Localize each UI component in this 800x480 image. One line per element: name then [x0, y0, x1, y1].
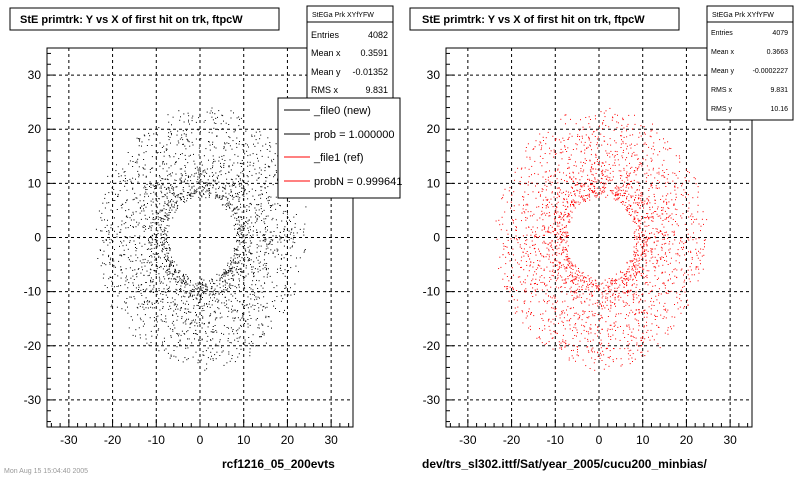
right-xtick-label-6: 30 [723, 433, 737, 447]
legend-box: _file0 (new) prob = 1.000000 _file1 (ref… [277, 97, 402, 199]
right-ytick-label-5: 20 [427, 122, 441, 136]
right-ytick-label-3: 0 [433, 231, 440, 245]
right-stats-label-3: RMS x [711, 87, 733, 94]
left-ytick-label-6: 30 [28, 68, 42, 82]
right-axis-ticks: -30 -20 -10 0 10 20 30 -30 -20 -10 0 10 20 30 [423, 52, 749, 447]
left-pad: StE primtrk: Y vs X of first hit on trk,… [4, 5, 402, 475]
left-stats-label-0: Entries [311, 30, 340, 40]
left-scatter-points [95, 107, 307, 371]
left-stats-value-1: 0.3591 [360, 48, 388, 58]
left-title: StE primtrk: Y vs X of first hit on trk,… [20, 14, 243, 26]
left-ytick-label-1: -20 [24, 339, 42, 353]
legend-entry-0: _file0 (new) [313, 105, 371, 117]
right-ytick-label-6: 30 [427, 68, 441, 82]
legend-entry-3: probN = 0.999641 [314, 176, 402, 188]
legend-entry-1: prob = 1.000000 [314, 129, 394, 141]
right-stats-value-2: -0.0002227 [753, 68, 789, 75]
right-stats-label-0: Entries [711, 30, 733, 37]
right-ytick-label-0: -30 [423, 393, 441, 407]
right-stats-name: StEGa Prk XYfYFW [712, 12, 774, 19]
left-xtick-label-0: -30 [60, 433, 78, 447]
left-stats-label-2: Mean y [311, 67, 341, 77]
left-title-box [9, 7, 280, 31]
left-stats-label-3: RMS x [311, 85, 339, 95]
left-xtick-label-3: 0 [197, 433, 204, 447]
left-xtick-label-6: 30 [324, 433, 338, 447]
right-pad: StE primtrk: Y vs X of first hit on trk,… [409, 5, 794, 471]
legend-entry-2: _file1 (ref) [313, 152, 364, 164]
right-ytick-label-1: -20 [423, 339, 441, 353]
right-xtick-label-0: -30 [459, 433, 477, 447]
left-stats-box: StEGa Prk XYfYFW Entries 4082 Mean x 0.3… [306, 5, 394, 107]
right-xtick-label-1: -20 [503, 433, 521, 447]
right-grid [446, 48, 752, 427]
left-ytick-label-5: 20 [28, 122, 42, 136]
right-stats-value-4: 10.16 [770, 106, 788, 113]
left-stats-value-3: 9.831 [365, 85, 388, 95]
left-stats-label-1: Mean x [311, 48, 341, 58]
left-xtick-label-2: -10 [148, 433, 166, 447]
right-stats-label-4: RMS y [711, 106, 733, 113]
left-footer: rcf1216_05_200evts [222, 457, 335, 471]
left-xtick-label-4: 10 [237, 433, 251, 447]
left-stats-name: StEGa Prk XYfYFW [312, 12, 374, 19]
right-stats-label-1: Mean x [711, 49, 734, 56]
left-ytick-label-0: -30 [24, 393, 42, 407]
left-ytick-label-2: -10 [24, 285, 42, 299]
left-ytick-label-3: 0 [34, 231, 41, 245]
right-xtick-label-3: 0 [596, 433, 603, 447]
right-stats-box: StEGa Prk XYfYFW Entries 4079 Mean x 0.3… [706, 5, 794, 121]
right-xtick-label-5: 20 [680, 433, 694, 447]
right-ytick-label-4: 10 [427, 176, 441, 190]
right-title-box [409, 7, 680, 31]
left-stats-value-0: 4082 [368, 30, 388, 40]
right-title: StE primtrk: Y vs X of first hit on trk,… [422, 14, 645, 26]
timestamp: Mon Aug 15 15:04:40 2005 [4, 468, 88, 475]
left-stats-value-2: -0.01352 [352, 67, 388, 77]
right-stats-value-3: 9.831 [770, 87, 788, 94]
right-stats-value-0: 4079 [772, 30, 788, 37]
right-scatter-points [495, 107, 708, 371]
right-stats-value-1: 0.3663 [767, 49, 789, 56]
left-ytick-label-4: 10 [28, 176, 42, 190]
right-xtick-label-4: 10 [636, 433, 650, 447]
right-xtick-label-2: -10 [547, 433, 565, 447]
right-footer: dev/trs_sl302.ittf/Sat/year_2005/cucu200… [422, 457, 707, 471]
left-axis-ticks: -30 -20 -10 0 10 20 30 -30 -20 -10 0 10 20 30 [24, 52, 350, 447]
left-xtick-label-1: -20 [104, 433, 122, 447]
left-xtick-label-5: 20 [281, 433, 295, 447]
right-ytick-label-2: -10 [423, 285, 441, 299]
right-stats-label-2: Mean y [711, 68, 734, 75]
